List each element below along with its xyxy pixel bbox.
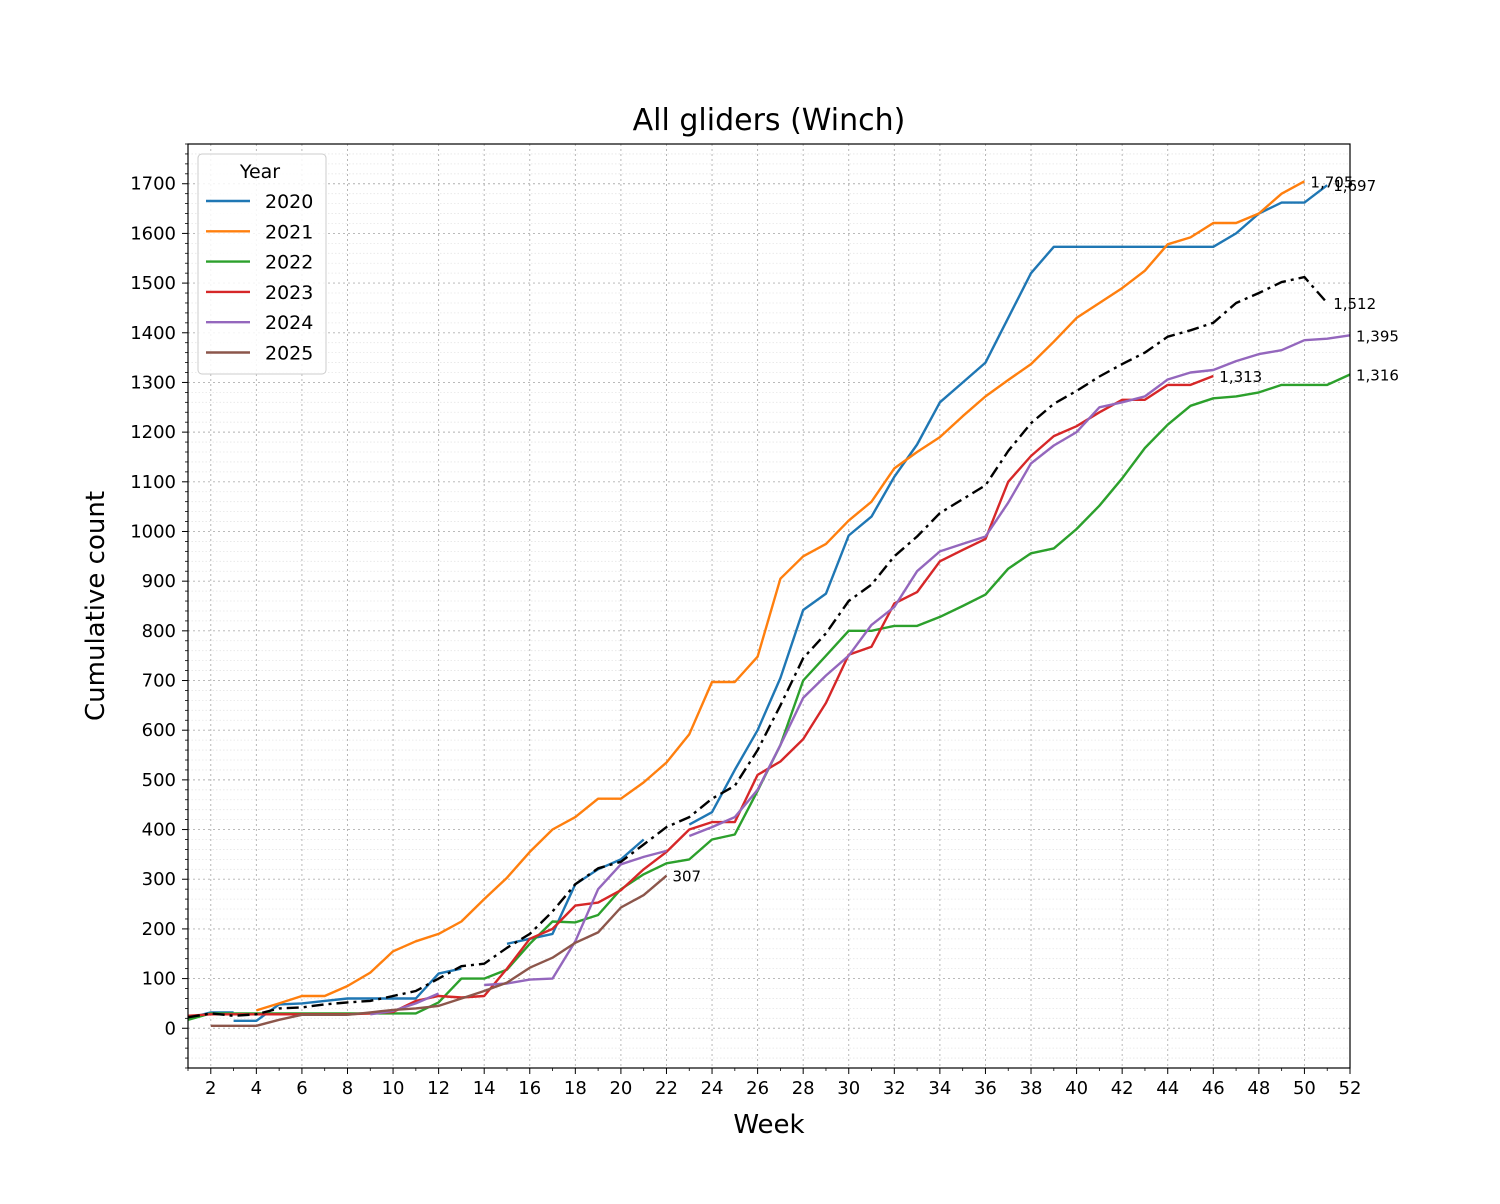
- legend-label-2024: 2024: [265, 312, 313, 334]
- series-line-2024: [370, 992, 440, 1016]
- x-axis-title: Week: [733, 1110, 804, 1140]
- x-tick-label: 50: [1293, 1078, 1316, 1099]
- x-tick-label: 44: [1156, 1078, 1179, 1099]
- end-label-2022: 1,316: [1356, 367, 1399, 385]
- y-tick-label: 1000: [130, 521, 176, 542]
- series-line-2024: [484, 849, 667, 987]
- x-tick-label: 4: [251, 1078, 262, 1099]
- y-tick-label: 800: [142, 621, 176, 642]
- series-line-2021: [256, 180, 1305, 1012]
- x-tick-label: 2: [205, 1078, 216, 1099]
- series-lines: [187, 180, 1351, 1027]
- x-tick-label: 18: [564, 1078, 587, 1099]
- series-line-2024: [688, 334, 1351, 838]
- legend-box: [197, 153, 327, 375]
- end-label-2023: 1,313: [1219, 368, 1262, 386]
- end-label-2021: 1,705: [1310, 173, 1353, 191]
- x-tick-label: 42: [1111, 1078, 1134, 1099]
- x-tick-label: 52: [1339, 1078, 1362, 1099]
- y-tick-label: 1200: [130, 422, 176, 443]
- end-label-2025: 307: [672, 868, 701, 886]
- x-tick-label: 30: [837, 1078, 860, 1099]
- x-tick-label: 24: [701, 1078, 724, 1099]
- y-tick-label: 500: [142, 770, 176, 791]
- x-tick-label: 34: [928, 1078, 951, 1099]
- x-tick-label: 36: [974, 1078, 997, 1099]
- y-tick-label: 100: [142, 969, 176, 990]
- y-tick-label: 1100: [130, 472, 176, 493]
- y-tick-label: 1700: [130, 174, 176, 195]
- y-tick-label: 600: [142, 720, 176, 741]
- legend-title: Year: [239, 161, 280, 183]
- grid: [188, 143, 1351, 1069]
- end-label-2024: 1,395: [1356, 327, 1399, 345]
- x-tick-label: 22: [655, 1078, 678, 1099]
- legend: Year 2020 2021 2022 2023 2024 2025: [197, 153, 327, 375]
- legend-label-2021: 2021: [265, 221, 313, 243]
- x-tick-label: 20: [609, 1078, 632, 1099]
- x-tick-label: 12: [427, 1078, 450, 1099]
- x-tick-label: 10: [382, 1078, 405, 1099]
- y-tick-label: 1400: [130, 323, 176, 344]
- axis-ticks: 0 100 200 300 400 500 600 700 800 900 1000 1100 1200…: [130, 143, 1362, 1099]
- x-tick-label: 16: [518, 1078, 541, 1099]
- legend-label-2020: 2020: [265, 191, 313, 213]
- chart-title: All gliders (Winch): [633, 103, 906, 138]
- x-tick-label: 28: [792, 1078, 815, 1099]
- y-tick-label: 1500: [130, 273, 176, 294]
- y-tick-label: 1300: [130, 372, 176, 393]
- x-tick-label: 48: [1247, 1078, 1270, 1099]
- end-label-average: 1,512: [1333, 295, 1376, 313]
- y-tick-label: 0: [165, 1018, 176, 1039]
- series-line-average: [187, 275, 1329, 1019]
- y-axis-title: Cumulative count: [81, 491, 111, 721]
- y-tick-label: 300: [142, 869, 176, 890]
- end-label-2020: 1,697: [1333, 177, 1376, 195]
- x-tick-label: 32: [883, 1078, 906, 1099]
- x-tick-label: 38: [1020, 1078, 1043, 1099]
- y-tick-label: 900: [142, 571, 176, 592]
- legend-label-2023: 2023: [265, 282, 313, 304]
- x-tick-label: 40: [1065, 1078, 1088, 1099]
- y-tick-label: 200: [142, 919, 176, 940]
- y-tick-label: 700: [142, 671, 176, 692]
- y-tick-label: 400: [142, 820, 176, 841]
- x-tick-label: 46: [1202, 1078, 1225, 1099]
- y-tick-label: 1600: [130, 223, 176, 244]
- legend-label-2022: 2022: [265, 252, 313, 274]
- x-tick-label: 26: [746, 1078, 769, 1099]
- x-tick-label: 8: [342, 1078, 353, 1099]
- x-tick-label: 6: [296, 1078, 307, 1099]
- legend-label-2025: 2025: [265, 343, 313, 365]
- series-line-2020: [688, 184, 1328, 826]
- plot-frame: [187, 143, 1351, 1069]
- x-tick-label: 14: [473, 1078, 496, 1099]
- series-line-2025: [210, 874, 668, 1027]
